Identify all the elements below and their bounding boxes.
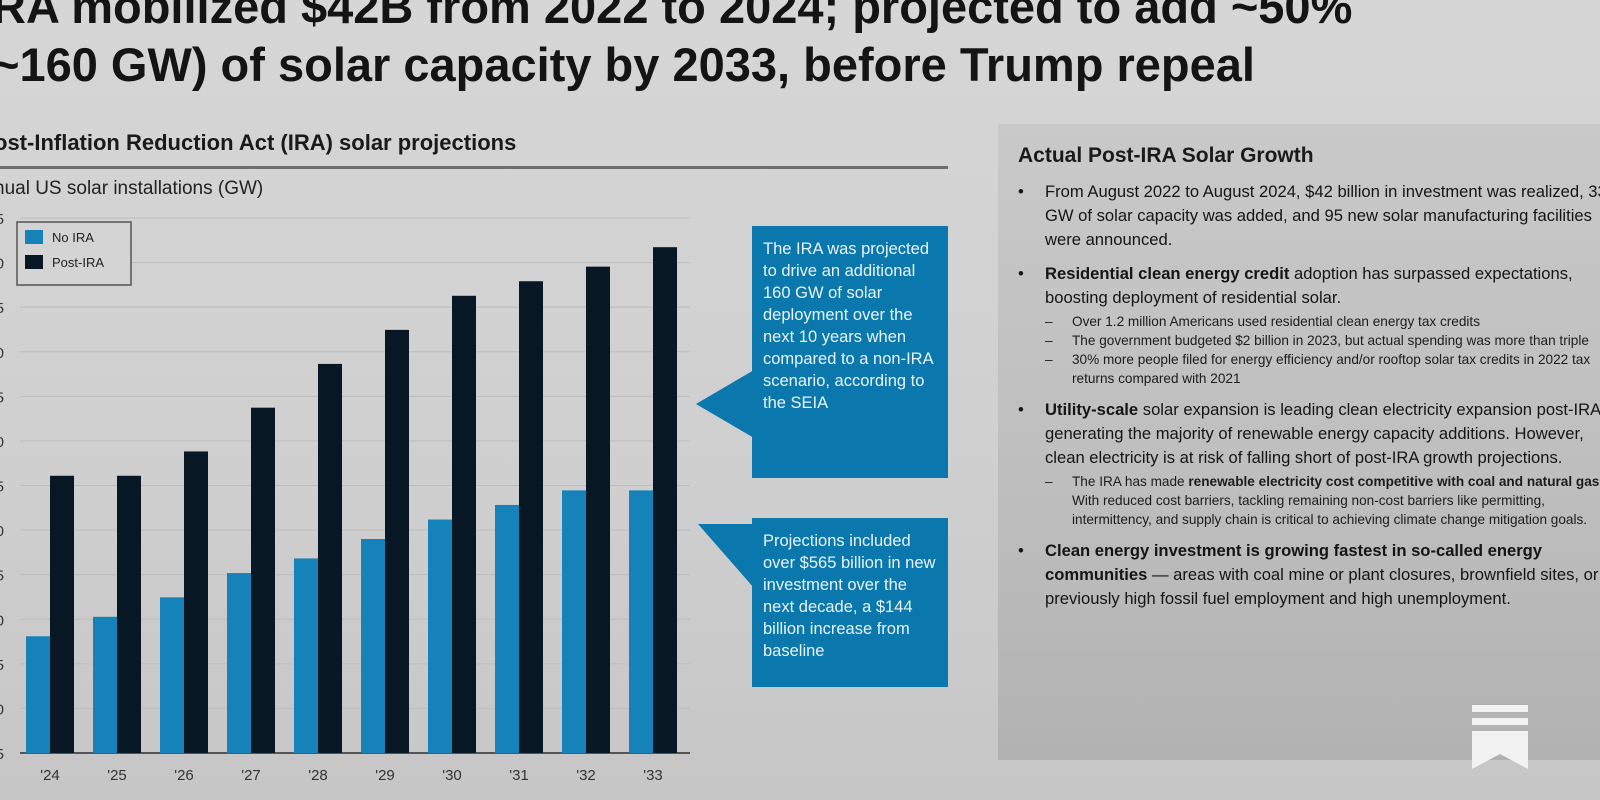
panel-bullet-investment: From August 2022 to August 2024, $42 bil… (1018, 180, 1600, 252)
sub-bullet: Over 1.2 million Americans used resident… (1045, 312, 1600, 331)
bar-post-ira (251, 407, 275, 753)
bar-post-ira (318, 363, 342, 753)
legend-label: No IRA (52, 230, 94, 245)
bar-post-ira (184, 451, 208, 753)
bar-chart: 5 0 5 0 5 0 5 0 5 0 5 0 5 '24 '25 '26 '27 '28 '29 '30 '31 '32… (0, 211, 690, 784)
bullet-text: solar expansion is leading clean electri… (1045, 400, 1600, 467)
panel-bullet-utility: Utility-scale solar expansion is leading… (1018, 398, 1600, 529)
bar-post-ira (519, 281, 543, 753)
x-tick-label: '31 (509, 767, 529, 784)
x-tick-label: '28 (308, 767, 328, 784)
y-tick-label: 0 (0, 434, 4, 451)
y-tick-label: 0 (0, 523, 4, 540)
x-tick-label: '29 (375, 767, 395, 784)
actual-growth-panel: Actual Post-IRA Solar Growth From August… (998, 124, 1600, 760)
headline-line-1: RA mobilized $42B from 2022 to 2024; pro… (0, 0, 1353, 33)
y-tick-label: 0 (0, 612, 4, 629)
bar-no-ira (93, 616, 117, 753)
sub-bullet: The government budgeted $2 billion in 20… (1045, 331, 1600, 350)
chart-title-rule (0, 166, 948, 169)
chart-title: ost-Inflation Reduction Act (IRA) solar … (0, 130, 517, 155)
bar-no-ira (294, 558, 318, 753)
bullet-text: — areas with coal mine or plant closures… (1045, 565, 1599, 608)
bar-post-ira (653, 247, 677, 753)
sub-bold: renewable electricity cost competitive w… (1188, 474, 1600, 489)
panel-bullet-energy-communities: Clean energy investment is growing faste… (1018, 539, 1600, 611)
panel-title: Actual Post-IRA Solar Growth (1018, 144, 1314, 167)
y-tick-label: 5 (0, 746, 4, 763)
bar-no-ira (227, 573, 251, 753)
panel-bullet-residential: Residential clean energy credit adoption… (1018, 262, 1600, 388)
bar-post-ira (586, 266, 610, 753)
x-tick-label: '32 (576, 767, 596, 784)
sub-bullet: The IRA has made renewable electricity c… (1045, 472, 1600, 529)
y-tick-label: 5 (0, 389, 4, 406)
bar-post-ira (452, 295, 476, 753)
x-tick-label: '26 (174, 767, 194, 784)
legend-label: Post-IRA (52, 255, 104, 270)
sub-text: . With reduced cost barriers, tackling r… (1072, 474, 1600, 527)
sub-bullet: 30% more people filed for energy efficie… (1045, 350, 1600, 388)
callout-pointer-1 (696, 370, 754, 438)
callout-investment: Projections included over $565 billion i… (752, 518, 948, 687)
bar-post-ira (385, 329, 409, 753)
bar-no-ira (562, 490, 586, 753)
x-tick-label: '27 (241, 767, 261, 784)
bookmark-logo-icon (1472, 705, 1528, 769)
callout-ira-deployment: The IRA was projected to drive an additi… (752, 226, 948, 478)
bar-no-ira (629, 490, 653, 753)
bar-post-ira (50, 475, 74, 753)
bullet-bold: Clean energy investment is growing faste… (1045, 541, 1543, 584)
y-tick-label: 0 (0, 345, 4, 362)
legend-swatch (25, 255, 43, 269)
y-tick-label: 0 (0, 701, 4, 718)
bar-no-ira (361, 539, 385, 753)
bar-no-ira (428, 519, 452, 753)
bullet-bold: Utility-scale (1045, 400, 1139, 419)
chart-subtitle: nual US solar installations (GW) (0, 178, 264, 199)
bar-no-ira (160, 597, 184, 753)
headline: RA mobilized $42B from 2022 to 2024; pro… (0, 0, 1592, 94)
bullet-text: From August 2022 to August 2024, $42 bil… (1045, 182, 1600, 249)
bullet-bold: Residential clean energy credit (1045, 264, 1290, 283)
x-tick-label: '25 (107, 767, 127, 784)
headline-line-2: ~160 GW) of solar capacity by 2033, befo… (0, 38, 1255, 91)
y-tick-label: 5 (0, 568, 4, 585)
x-tick-label: '30 (442, 767, 462, 784)
y-tick-label: 0 (0, 256, 4, 273)
y-tick-label: 5 (0, 479, 4, 496)
callout-pointer-2 (698, 524, 754, 588)
bar-no-ira (495, 504, 519, 753)
bar-no-ira (26, 636, 50, 753)
y-tick-label: 5 (0, 300, 4, 317)
x-tick-label: '33 (643, 767, 663, 784)
sub-text: The IRA has made (1072, 474, 1189, 489)
x-tick-label: '24 (40, 767, 60, 784)
bar-post-ira (117, 475, 141, 753)
bullet-text: adoption has surpassed expectations, boo… (1045, 264, 1573, 307)
legend-swatch (25, 230, 43, 244)
y-tick-label: 5 (0, 211, 4, 228)
y-tick-label: 5 (0, 657, 4, 674)
